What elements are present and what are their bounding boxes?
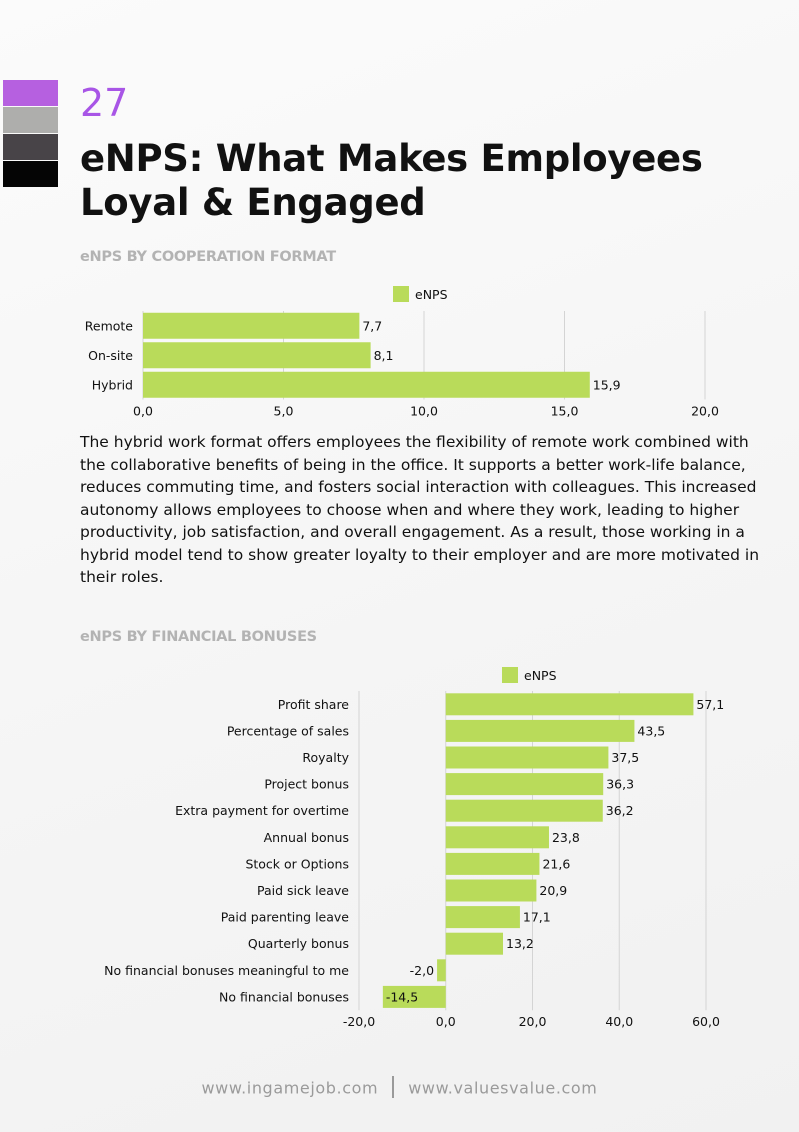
bar [382,985,446,1008]
legend-swatch [393,286,409,302]
category-label: Paid parenting leave [221,910,350,925]
category-label: Profit share [278,697,350,712]
category-label: No financial bonuses [219,989,349,1004]
data-label: 15,9 [593,377,621,392]
x-tick-label: 10,0 [410,404,438,419]
bar [437,959,446,982]
bar [445,693,694,716]
bar [143,371,590,398]
bar [445,852,540,875]
data-label: 8,1 [374,348,394,363]
x-tick-label: 20,0 [519,1014,547,1029]
bar [445,746,609,769]
data-label: 23,8 [552,830,580,845]
footer-link-valuesvalue[interactable]: www.valuesvalue.com [408,1078,598,1098]
data-label: 21,6 [542,856,570,871]
color-swatch-black [3,161,58,187]
x-tick-label: -20,0 [343,1014,375,1029]
category-label: No financial bonuses meaningful to me [104,963,349,978]
page-title: eNPS: What Makes Employees Loyal & Engag… [80,137,703,224]
x-tick-label: 0,0 [133,404,153,419]
footer-link-ingamejob[interactable]: www.ingamejob.com [201,1078,379,1098]
category-label: Annual bonus [264,830,349,845]
color-swatch-dark-gray [3,134,58,160]
legend-label: eNPS [524,668,557,683]
data-label: 57,1 [696,697,724,712]
financial-bonuses-chart: -20,0 0,0 20,0 40,0 60,0 eNPS Profit share 57,1… [104,667,724,1029]
page-number: 27 [80,81,129,125]
x-tick-label: 40,0 [605,1014,633,1029]
footer-separator [392,1076,395,1098]
color-swatch-gray [3,107,58,133]
bar [445,799,603,822]
data-label: 36,3 [606,777,634,792]
bar [445,906,520,929]
bar [445,826,549,849]
x-tick-label: 15,0 [551,404,579,419]
data-label: 37,5 [611,750,639,765]
cooperation-format-chart: 0,0 5,0 10,0 15,0 20,0 eNPS Remote 7,7 On-site 8,… [85,286,719,419]
data-label: 7,7 [362,318,382,333]
category-label: Quarterly bonus [248,936,349,951]
data-label: -2,0 [410,963,434,978]
bar [445,932,504,955]
data-label: 17,1 [523,910,551,925]
section-title-bonuses: eNPS BY FINANCIAL BONUSES [80,629,317,645]
bar [445,879,537,902]
category-label: Stock or Options [245,856,349,871]
x-tick-label: 0,0 [436,1014,456,1029]
category-label: Project bonus [264,777,349,792]
body-text: The hybrid work format offers employees … [80,433,760,586]
bar [445,773,604,796]
color-swatch-purple [3,80,58,106]
data-label: -14,5 [386,989,418,1004]
section-title-cooperation: eNPS BY COOPERATION FORMAT [80,249,336,265]
category-label: Royalty [302,750,349,765]
legend-label: eNPS [415,287,448,302]
x-tick-label: 60,0 [692,1014,720,1029]
bar [143,342,371,369]
footer: www.ingamejob.com www.valuesvalue.com [0,1076,799,1100]
x-tick-label: 20,0 [691,404,719,419]
category-label: Percentage of sales [227,723,349,738]
x-tick-label: 5,0 [274,404,294,419]
legend-swatch [502,667,518,683]
category-label: On-site [88,348,133,363]
category-label: Extra payment for overtime [175,803,349,818]
data-label: 13,2 [506,936,534,951]
category-label: Hybrid [92,377,133,392]
category-label: Remote [85,318,134,333]
data-label: 43,5 [637,723,665,738]
data-label: 36,2 [606,803,634,818]
bar [445,719,635,742]
data-label: 20,9 [539,883,567,898]
category-label: Paid sick leave [257,883,349,898]
bar [143,312,360,339]
